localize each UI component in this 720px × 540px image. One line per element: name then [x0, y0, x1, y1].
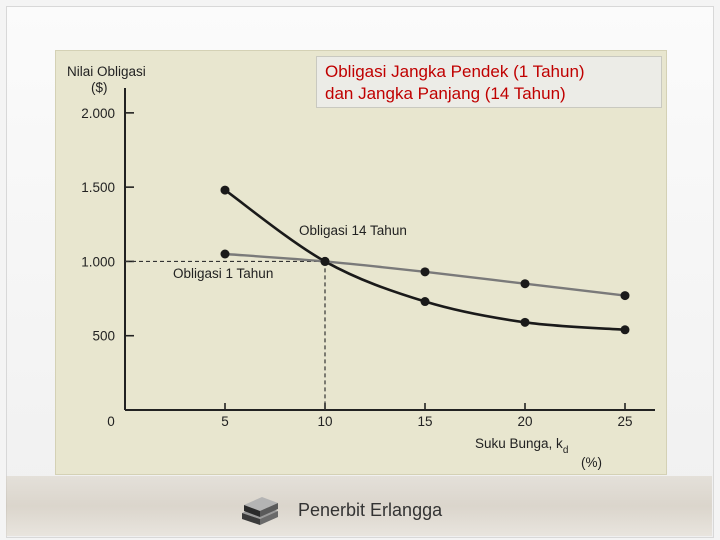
chart-plot: 500 1.000 1.500 2.000 0 5 10 15 20 25 Obligasi 14… [67, 64, 655, 470]
chart-panel: 500 1.000 1.500 2.000 0 5 10 15 20 25 Obligasi 14… [55, 50, 667, 475]
y-tick-label: 2.000 [81, 106, 115, 121]
data-point [620, 291, 630, 301]
x-tick-label: 5 [221, 414, 229, 429]
data-point [220, 185, 230, 195]
data-point [420, 267, 430, 277]
y-tick-label: 500 [92, 329, 115, 344]
x-tick-label: 15 [417, 414, 432, 429]
y-axis-unit: ($) [91, 80, 108, 95]
footer: Penerbit Erlangga [240, 492, 442, 528]
x-axis-label-main: Suku Bunga, k [475, 436, 563, 451]
chart-title-line1: Obligasi Jangka Pendek (1 Tahun) [325, 62, 585, 81]
decorative-band [6, 476, 712, 536]
y-axis-label: Nilai Obligasi [67, 64, 146, 79]
publisher-name: Penerbit Erlangga [298, 499, 443, 520]
x-tick-label: 10 [317, 414, 332, 429]
series-label: Obligasi 14 Tahun [299, 223, 407, 238]
data-point [520, 317, 530, 327]
x-tick-label: 20 [517, 414, 532, 429]
y-tick-label: 1.500 [81, 180, 115, 195]
series-label: Obligasi 1 Tahun [173, 266, 273, 281]
chart-title-box: Obligasi Jangka Pendek (1 Tahun) dan Jan… [316, 56, 662, 108]
x-axis-unit: (%) [581, 455, 602, 470]
data-point [220, 249, 230, 259]
chart-title-line2: dan Jangka Panjang (14 Tahun) [325, 84, 566, 103]
x-tick-label: 0 [107, 414, 115, 429]
data-point [620, 325, 630, 335]
x-axis-label: Suku Bunga, kd [475, 436, 568, 456]
y-tick-label: 1.000 [81, 254, 115, 269]
data-point [420, 297, 430, 307]
series-line [224, 189, 626, 332]
x-axis-label-subscript: d [563, 445, 569, 456]
books-icon [242, 497, 278, 525]
data-point [320, 256, 330, 266]
data-point [520, 279, 530, 289]
x-tick-label: 25 [617, 414, 632, 429]
